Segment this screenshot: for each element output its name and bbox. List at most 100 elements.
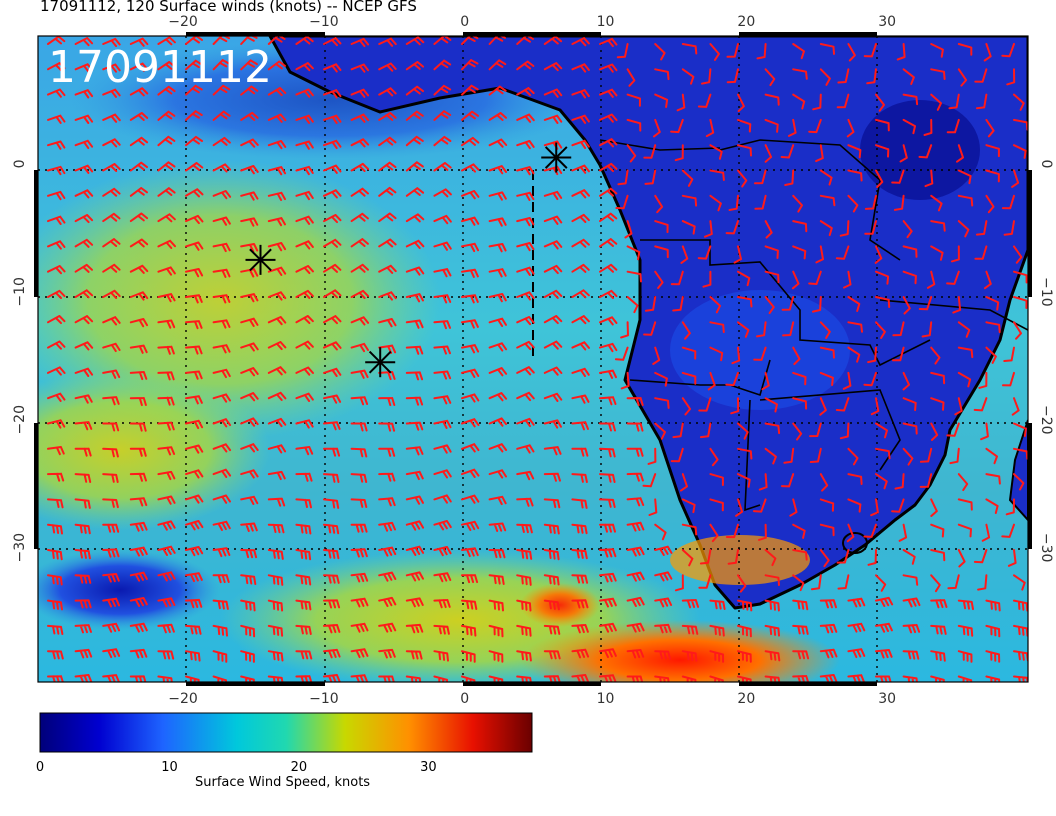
wind-barb bbox=[323, 574, 340, 584]
wind-barb bbox=[727, 549, 739, 565]
wind-barb bbox=[74, 289, 94, 299]
wind-barb bbox=[212, 344, 231, 354]
wind-barb bbox=[980, 422, 989, 441]
wind-barb bbox=[709, 321, 725, 334]
wind-barb bbox=[930, 371, 946, 385]
wind-barb bbox=[323, 549, 340, 560]
wind-barb bbox=[185, 520, 204, 531]
wind-barb bbox=[488, 599, 504, 612]
wind-barb bbox=[697, 245, 712, 260]
wind-barb bbox=[919, 473, 933, 488]
wind-barb bbox=[792, 523, 806, 539]
wind-barb bbox=[267, 87, 287, 97]
wind-barb bbox=[626, 422, 644, 432]
wind-barb bbox=[157, 470, 176, 481]
wind-barb bbox=[102, 316, 121, 326]
wind-barb bbox=[839, 422, 850, 440]
wind-barb bbox=[643, 144, 657, 159]
wind-barb bbox=[185, 395, 203, 405]
wind-barb bbox=[185, 268, 204, 278]
wind-barb bbox=[626, 296, 639, 314]
wind-barb bbox=[323, 648, 341, 659]
wind-barb bbox=[599, 674, 617, 682]
wind-barb bbox=[652, 346, 661, 365]
wind-barb bbox=[726, 68, 739, 84]
wind-barb bbox=[875, 93, 885, 112]
wind-barb bbox=[571, 263, 590, 273]
wind-barb bbox=[957, 321, 971, 338]
wind-barb bbox=[102, 238, 121, 248]
wind-barb bbox=[157, 61, 176, 71]
wind-barb bbox=[758, 523, 767, 541]
wind-barb bbox=[129, 422, 147, 432]
wind-barb bbox=[350, 369, 369, 379]
wind-barb bbox=[157, 187, 176, 197]
wind-barb bbox=[973, 549, 988, 564]
wind-barb bbox=[902, 371, 910, 391]
wind-barb bbox=[488, 650, 504, 663]
top-lon-tick-label: −10 bbox=[309, 14, 339, 30]
wind-barb bbox=[954, 397, 963, 416]
wind-barb bbox=[957, 473, 969, 492]
wind-barb bbox=[737, 270, 751, 287]
wind-barb bbox=[926, 270, 936, 289]
wind-barb bbox=[516, 417, 535, 428]
wind-barb bbox=[1002, 371, 1015, 387]
wind-barb bbox=[405, 187, 425, 197]
wind-barb bbox=[185, 110, 203, 121]
wind-barb bbox=[1001, 43, 1015, 58]
wind-barb bbox=[102, 263, 121, 273]
wind-barb bbox=[488, 165, 508, 175]
wind-barb bbox=[930, 220, 946, 232]
wind-barb bbox=[461, 368, 480, 378]
wind-barb bbox=[129, 112, 149, 121]
wind-barb bbox=[129, 291, 149, 301]
wind-barb bbox=[433, 110, 452, 121]
wind-barb bbox=[74, 394, 93, 404]
wind-barb bbox=[488, 522, 507, 532]
wind-barb bbox=[899, 144, 908, 163]
top-lon-tick-label: 10 bbox=[597, 14, 615, 30]
wind-barb bbox=[516, 340, 535, 351]
wind-barb bbox=[267, 113, 287, 123]
wind-barb bbox=[947, 574, 960, 590]
wind-barb bbox=[295, 549, 312, 561]
wind-barb bbox=[835, 397, 850, 412]
wind-barb bbox=[350, 473, 368, 483]
wind-barb bbox=[819, 194, 836, 207]
wind-barb bbox=[102, 187, 121, 197]
wind-barb bbox=[212, 368, 231, 379]
wind-barb bbox=[102, 573, 120, 583]
date-stamp: 17091112 bbox=[48, 42, 272, 93]
wind-barb bbox=[1013, 321, 1022, 340]
wind-barb bbox=[47, 88, 66, 98]
wind-barb bbox=[240, 293, 259, 303]
wind-barb bbox=[1013, 93, 1025, 111]
wind-barb bbox=[1007, 549, 1017, 567]
wind-barb bbox=[985, 144, 1000, 158]
wind-barb bbox=[461, 443, 480, 453]
wind-barb bbox=[599, 162, 618, 172]
wind-barb bbox=[571, 549, 588, 560]
wind-barb bbox=[350, 548, 368, 558]
wind-barb bbox=[212, 418, 232, 428]
wind-barb bbox=[737, 169, 748, 188]
bottom-lon-tick-label: −10 bbox=[309, 691, 339, 707]
wind-barb bbox=[433, 444, 452, 454]
wind-barb bbox=[405, 345, 424, 355]
wind-barb bbox=[737, 321, 750, 338]
wind-barb bbox=[102, 396, 120, 406]
wind-barb bbox=[930, 650, 946, 662]
wind-barb bbox=[681, 194, 698, 207]
wind-barb bbox=[433, 370, 452, 380]
wind-barb bbox=[737, 574, 747, 593]
wind-barb bbox=[543, 36, 563, 45]
wind-barb bbox=[433, 135, 452, 147]
wind-barb bbox=[323, 341, 342, 351]
wind-barb bbox=[764, 270, 780, 284]
wind-barb bbox=[1013, 270, 1028, 284]
wind-barb bbox=[599, 37, 618, 48]
wind-barb bbox=[378, 161, 397, 172]
wind-barb bbox=[599, 212, 618, 223]
wind-barb bbox=[957, 371, 972, 388]
